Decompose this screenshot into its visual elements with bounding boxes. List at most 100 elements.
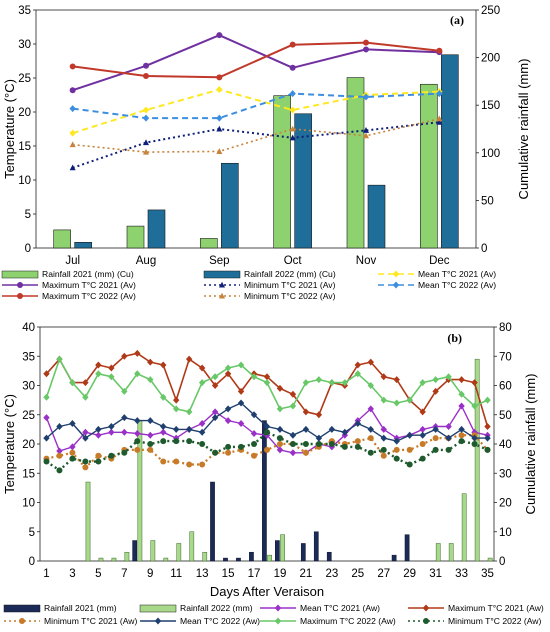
- max-2022-b-point: [328, 379, 336, 387]
- legend-a-min-2021-label: Minimum T°C 2021 (Av): [244, 280, 336, 290]
- min-2021-line: [72, 121, 440, 169]
- min-2021-b-point: [147, 446, 154, 453]
- panel-b-right-tick-label: 60: [499, 381, 512, 393]
- max-2022-b-point: [211, 373, 219, 381]
- legend-b-mean-2021-label: Mean T°C 2021 (Aw): [300, 603, 380, 613]
- panel-b-xlabel: Days After Veraison: [210, 584, 324, 599]
- max-2021-b-point: [471, 379, 478, 387]
- max-2022-b-point: [108, 373, 115, 381]
- max-2021-b-point: [380, 373, 387, 381]
- rainfall-2022-bar: [221, 162, 239, 249]
- panel-b-x-tick-label: 15: [222, 568, 235, 580]
- mean-2021-b-point: [276, 446, 284, 454]
- max-2021-b-point: [458, 376, 465, 384]
- min-2022-b-point: [354, 443, 361, 450]
- mean-2021-b-point: [147, 431, 154, 439]
- panel-a-right-tick-label: 200: [481, 53, 500, 65]
- mean-2022-b-point: [237, 399, 245, 407]
- min-2021-b-point: [432, 435, 439, 442]
- mean-2022-b-point: [289, 431, 297, 439]
- panel-a-right-tick-label: 50: [481, 195, 494, 207]
- max-2022-point: [436, 47, 443, 54]
- min-2021-b-point: [354, 438, 361, 445]
- max-2021-b-point: [276, 384, 284, 392]
- min-2022-point: [289, 125, 296, 132]
- mean-2021-point: [216, 86, 223, 94]
- max-2021-b-point: [367, 358, 374, 366]
- legend-b-mean-2022-swatch-marker: [154, 617, 162, 625]
- legend-a-mean-2022-label: Mean T°C 2022 (Av): [418, 280, 496, 290]
- min-2022-b-point: [82, 458, 89, 465]
- legend-b-max-2021-label: Maximum T°C 2021 (Aw): [448, 603, 544, 613]
- mean-2021-b-point: [445, 422, 452, 430]
- legend-b-rain-2021-swatch: [3, 604, 41, 613]
- panel-b-right-tick-label: 70: [499, 351, 512, 363]
- legend-b-min-2022-swatch-marker: [423, 618, 429, 624]
- max-2021-b-point: [237, 387, 245, 395]
- mean-2021-b-point: [250, 429, 258, 437]
- legend-b-rain-2022-label: Rainfall 2022 (mm): [180, 603, 253, 613]
- legend-a-min-2022-label: Minimum T°C 2022 (Av): [244, 291, 336, 301]
- min-2021-b-point: [251, 452, 258, 459]
- min-2021-b-point: [69, 449, 76, 456]
- panel-b-left-tick-label: 5: [29, 527, 35, 539]
- panel-b-x-tick-label: 21: [300, 568, 313, 580]
- min-2022-b-point: [264, 429, 270, 436]
- max-2021-b-point: [419, 408, 426, 416]
- legend-a-mean-2021-swatch-marker: [392, 270, 400, 278]
- panel-a-right-tick-label: 100: [481, 148, 500, 160]
- mean-2022-b-point: [276, 425, 284, 433]
- min-2021-b-point: [393, 446, 400, 453]
- panel-b-left-tick-label: 15: [22, 468, 35, 480]
- rainfall-2022-bar: [202, 551, 208, 562]
- rainfall-2022-bar: [85, 481, 91, 562]
- rainfall-2022-bar: [461, 493, 467, 562]
- mean-2021-b-point: [211, 408, 219, 416]
- min-2022-b-point: [238, 443, 245, 450]
- panel-a-x-tick-label: Nov: [356, 255, 377, 267]
- panel-a-ylabel: Temperature (°C): [2, 79, 17, 179]
- min-2022-b-point: [406, 461, 413, 468]
- legend-a-rain-2021-swatch: [1, 270, 39, 279]
- mean-2021-b-point: [95, 431, 102, 439]
- legend-b-mean-2022-label: Mean T°C 2022 (Aw): [180, 616, 260, 626]
- max-2021-point: [289, 64, 296, 71]
- max-2022-b-point: [289, 402, 297, 410]
- min-2022-b-point: [302, 441, 309, 447]
- panel-b-left-tick-label: 20: [22, 439, 35, 451]
- max-2022-b-point: [393, 399, 400, 407]
- mean-2022-point: [142, 114, 150, 122]
- min-2022-b-point: [251, 441, 258, 447]
- max-2021-b-point: [393, 376, 400, 384]
- mean-2022-b-point: [341, 428, 349, 436]
- min-2021-b-point: [82, 464, 89, 471]
- min-2021-point: [289, 134, 296, 141]
- min-2022-b-point: [276, 435, 283, 442]
- max-2021-b-point: [289, 390, 297, 398]
- mean-2022-b-point: [185, 425, 193, 433]
- legend-b-mean-2021-swatch-marker: [274, 604, 282, 612]
- min-2022-b-point: [108, 452, 115, 459]
- panel-a-x-tick-label: Dec: [429, 255, 450, 267]
- max-2022-b-point: [224, 364, 232, 372]
- panel-a-ylabel-right: Cumulative rainfall (mm): [516, 59, 531, 200]
- max-2022-b-point: [82, 393, 89, 401]
- min-2022-b-point: [445, 446, 452, 453]
- rainfall-2022-bar: [147, 209, 166, 249]
- rainfall-2022-bar: [435, 543, 441, 562]
- max-2021-b-point: [160, 361, 167, 369]
- max-2022-b-point: [406, 396, 413, 404]
- panel-a-x-tick-label: Aug: [136, 255, 156, 267]
- rainfall-2022-bar: [189, 531, 195, 562]
- mean-2022-b-point: [69, 420, 76, 428]
- min-2021-point: [436, 118, 443, 125]
- max-2022-b-point: [95, 370, 102, 378]
- max-2022-b-point: [354, 370, 361, 378]
- min-2021-b-point: [406, 446, 413, 453]
- max-2022-b-point: [276, 405, 284, 413]
- max-2021-line: [72, 34, 440, 92]
- panel-b-x-tick-label: 11: [170, 568, 182, 580]
- min-2022-point: [436, 115, 443, 122]
- rainfall-2022-bar: [74, 241, 92, 249]
- mean-2021-point: [69, 129, 76, 137]
